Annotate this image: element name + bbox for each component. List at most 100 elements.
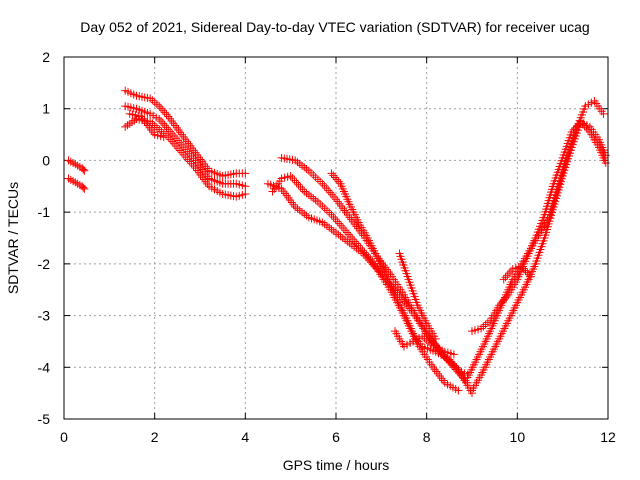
data-point: [167, 116, 176, 125]
x-tick-label: 4: [241, 429, 249, 445]
data-point: [304, 166, 313, 175]
data-point: [298, 161, 306, 170]
data-point: [320, 204, 329, 213]
data-point: [187, 151, 196, 160]
data-point: [332, 195, 340, 204]
data-point: [165, 114, 174, 123]
x-tick-label: 2: [151, 429, 159, 445]
data-point: [282, 191, 291, 200]
data-series-arc-2: [121, 86, 250, 180]
data-point: [499, 275, 508, 284]
data-point: [521, 266, 530, 275]
data-point: [169, 119, 178, 128]
y-tick-label: -1: [38, 204, 51, 220]
plot-frame: [63, 56, 609, 420]
data-point: [573, 121, 582, 130]
data-point: [338, 234, 347, 242]
grid: [64, 57, 608, 419]
data-point: [284, 193, 293, 202]
data-point: [159, 133, 168, 142]
data-point: [322, 221, 331, 230]
data-point: [175, 146, 184, 155]
data-point: [326, 188, 335, 197]
data-point: [435, 372, 444, 381]
data-point: [166, 127, 175, 136]
data-point: [430, 365, 439, 374]
y-tick-label: 2: [42, 49, 50, 65]
data-point: [300, 187, 309, 196]
data-point: [330, 192, 339, 201]
data-point: [290, 176, 299, 185]
data-point: [179, 150, 188, 159]
data-series-arc-1b: [64, 174, 89, 193]
data-point: [160, 108, 169, 117]
data-point: [307, 192, 316, 201]
data-point: [354, 224, 363, 233]
x-axis-label: GPS time / hours: [283, 457, 390, 473]
data-point: [448, 359, 457, 368]
data-point: [298, 185, 307, 194]
data-point: [334, 177, 343, 186]
data-point: [431, 334, 440, 343]
data-point: [329, 212, 338, 221]
data-point: [181, 135, 190, 144]
data-point: [168, 137, 177, 146]
y-axis-label: SDTVAR / TECUs: [5, 182, 21, 294]
data-point: [320, 181, 329, 190]
data-point: [179, 132, 188, 141]
data-points: [64, 86, 610, 398]
data-point: [506, 267, 515, 276]
data-point: [325, 223, 334, 232]
data-point: [168, 129, 177, 138]
x-tick-label: 12: [600, 429, 616, 445]
data-point: [187, 159, 196, 168]
data-point: [309, 171, 318, 180]
data-point: [452, 363, 461, 372]
data-point: [432, 367, 441, 376]
data-point: [291, 202, 300, 211]
data-point: [155, 115, 164, 124]
data-point: [481, 320, 490, 329]
data-point: [500, 295, 509, 304]
data-series-arc-2b: [121, 102, 250, 191]
data-point: [449, 350, 458, 359]
data-point: [329, 171, 338, 180]
data-point: [176, 128, 185, 137]
data-point: [171, 121, 180, 130]
data-point: [437, 374, 446, 383]
y-tick-label: 1: [42, 101, 50, 117]
data-point: [339, 224, 348, 233]
y-tick-label: 0: [42, 152, 50, 168]
data-point: [316, 177, 325, 186]
data-point: [158, 119, 167, 128]
data-point: [157, 104, 166, 113]
data-point: [164, 125, 173, 134]
data-point: [428, 362, 437, 371]
data-point: [287, 198, 296, 207]
data-point: [311, 196, 320, 205]
data-point: [286, 196, 295, 205]
data-point: [309, 194, 318, 203]
data-point: [439, 376, 448, 385]
data-point: [170, 139, 179, 148]
data-point: [523, 268, 532, 277]
x-tick-label: 6: [332, 429, 340, 445]
data-point: [298, 208, 306, 217]
data-point: [434, 369, 442, 378]
data-point: [293, 158, 302, 167]
data-point: [332, 175, 341, 184]
data-point: [203, 180, 212, 189]
data-point: [302, 165, 311, 174]
data-point: [281, 189, 289, 198]
data-point: [331, 173, 340, 182]
data-point: [445, 355, 454, 364]
data-point: [525, 270, 534, 279]
data-point: [166, 135, 175, 144]
data-point: [338, 204, 347, 213]
data-point: [316, 199, 325, 208]
data-point: [567, 127, 576, 136]
data-point: [495, 301, 504, 310]
data-point: [174, 126, 183, 135]
data-point: [450, 361, 459, 370]
